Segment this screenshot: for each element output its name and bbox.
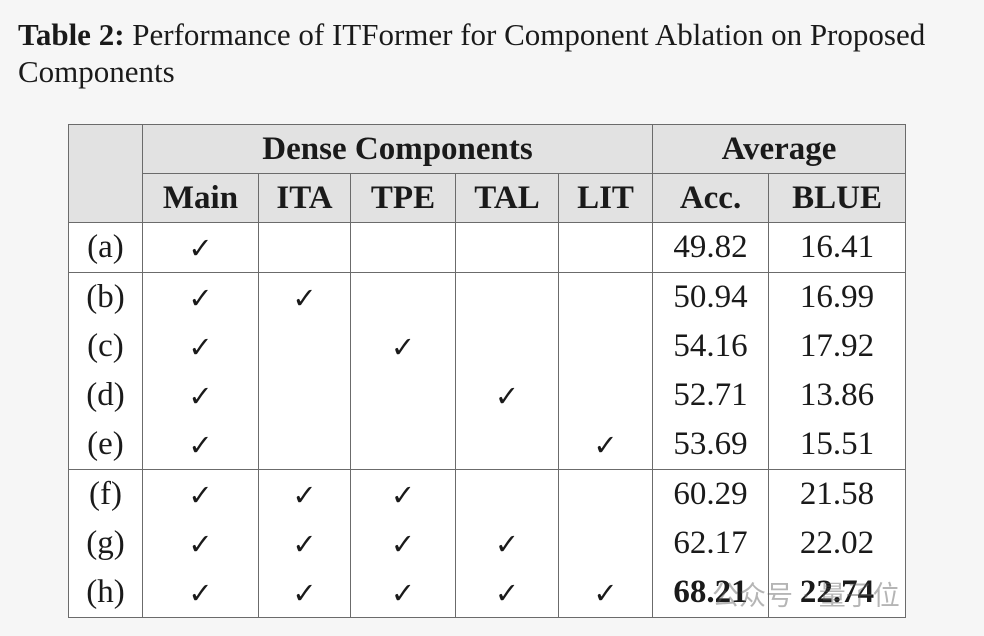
check-cell: ✓ [350, 322, 456, 371]
check-cell: ✓ [142, 469, 259, 519]
column-header: ITA [258, 173, 351, 223]
value-cell: 53.69 [652, 420, 770, 470]
group-header: Dense Components [141, 124, 654, 174]
check-cell [258, 420, 351, 470]
column-header: LIT [557, 173, 654, 223]
column-header: TPE [350, 173, 456, 223]
check-cell: ✓ [142, 371, 259, 420]
header-row: Main ITA TPE TAL LIT Acc. BLUE [69, 173, 907, 223]
data-row: (h) ✓ ✓ ✓ ✓ ✓ 68.21 22.74 [68, 568, 907, 618]
data-row: (f) ✓ ✓ ✓ 60.29 21.58 [68, 469, 907, 519]
check-cell: ✓ [142, 222, 259, 273]
check-cell: ✓ [258, 568, 351, 618]
row-label: (a) [68, 222, 143, 273]
value-cell: 50.94 [652, 272, 770, 322]
check-cell [258, 371, 351, 420]
check-cell [557, 519, 654, 568]
caption-text: Performance of ITFormer for Component Ab… [18, 17, 926, 89]
value-cell: 21.58 [768, 469, 907, 519]
value-cell: 15.51 [768, 420, 907, 470]
value-cell: 16.41 [768, 222, 907, 273]
row-label: (f) [68, 469, 143, 519]
check-cell: ✓ [557, 568, 654, 618]
check-cell [557, 322, 654, 371]
watermark: 公众号 · 量子位 [712, 581, 900, 612]
check-cell [350, 420, 456, 470]
value-cell: 22.74 [768, 568, 907, 618]
check-cell: ✓ [350, 469, 456, 519]
check-cell: ✓ [258, 519, 351, 568]
header-row: Dense Components Average [68, 124, 907, 223]
check-cell [258, 222, 351, 273]
check-cell: ✓ [557, 420, 654, 470]
check-cell [557, 469, 654, 519]
check-cell [455, 469, 559, 519]
data-row: (g) ✓ ✓ ✓ ✓ 62.17 22.02 [68, 519, 907, 568]
check-cell: ✓ [142, 272, 259, 322]
data-row: (e) ✓ ✓ 53.69 15.51 [68, 420, 907, 470]
check-cell: ✓ [455, 519, 559, 568]
check-cell [350, 222, 456, 273]
value-cell: 49.82 [652, 222, 770, 273]
group-header: Average [652, 124, 907, 174]
check-cell: ✓ [350, 568, 456, 618]
data-row: (a) ✓ 49.82 16.41 [68, 222, 907, 273]
data-row: (c) ✓ ✓ 54.16 17.92 [68, 322, 907, 371]
value-cell: 62.17 [652, 519, 770, 568]
caption-label: Table 2: [18, 17, 125, 52]
check-cell [557, 371, 654, 420]
table-body: Dense Components Average Main ITA TPE TAL LI… [68, 124, 907, 618]
data-row: (b) ✓ ✓ 50.94 16.99 [68, 272, 907, 322]
check-cell: ✓ [350, 519, 456, 568]
check-cell [455, 420, 559, 470]
check-cell: ✓ [455, 371, 559, 420]
column-header: BLUE [768, 173, 907, 223]
column-header: Main [142, 173, 259, 223]
corner-cell [68, 124, 143, 223]
check-cell [557, 272, 654, 322]
check-cell [455, 222, 559, 273]
value-cell: 17.92 [768, 322, 907, 371]
check-cell: ✓ [142, 519, 259, 568]
check-cell [350, 272, 456, 322]
row-label: (d) [68, 371, 143, 420]
data-row: (d) ✓ ✓ 52.71 13.86 [68, 371, 907, 420]
value-cell: 13.86 [768, 371, 907, 420]
value-cell: 60.29 [652, 469, 770, 519]
check-cell: ✓ [455, 568, 559, 618]
row-label: (b) [68, 272, 143, 322]
check-cell: ✓ [142, 420, 259, 470]
check-cell [455, 322, 559, 371]
column-header: TAL [455, 173, 559, 223]
row-label: (h) [68, 568, 143, 618]
caption: Table 2: Performance of ITFormer for Com… [18, 16, 968, 90]
check-cell [258, 322, 351, 371]
column-header: Acc. [652, 173, 770, 223]
value-cell: 16.99 [768, 272, 907, 322]
value-cell: 22.02 [768, 519, 907, 568]
check-cell [557, 222, 654, 273]
row-label: (c) [68, 322, 143, 371]
check-cell [455, 272, 559, 322]
row-label: (g) [68, 519, 143, 568]
check-cell: ✓ [142, 322, 259, 371]
check-cell [350, 371, 456, 420]
row-label: (e) [68, 420, 143, 470]
results-table: Dense Components Average Main ITA TPE TAL LI… [68, 124, 907, 618]
check-cell: ✓ [258, 272, 351, 322]
value-cell: 52.71 [652, 371, 770, 420]
check-cell: ✓ [258, 469, 351, 519]
check-cell: ✓ [142, 568, 259, 618]
value-cell: 54.16 [652, 322, 770, 371]
value-cell: 68.21 [652, 568, 770, 618]
